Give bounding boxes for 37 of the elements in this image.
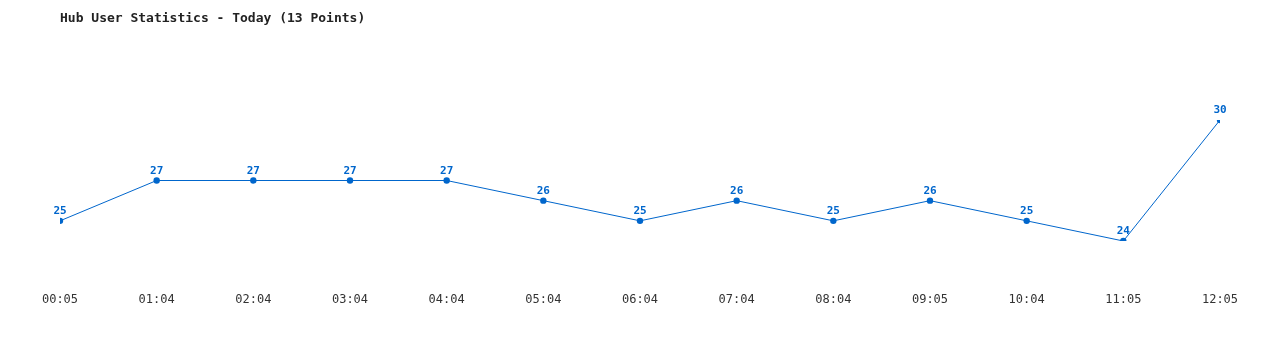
x-tick-label: 02:04 (235, 292, 272, 306)
data-label: 25 (826, 203, 840, 217)
data-label: 26 (536, 183, 551, 197)
x-tick-label: 03:04 (331, 292, 369, 306)
data-label: 25 (53, 203, 67, 217)
point (926, 197, 934, 204)
x-tick-label: 06:04 (621, 292, 659, 306)
point (250, 177, 257, 184)
x-tick-label: 11:05 (1105, 292, 1142, 306)
data-label: 26 (923, 183, 937, 197)
data-label: 27 (150, 163, 164, 177)
x-tick-label: 10:04 (1008, 292, 1045, 306)
data-label: 27 (440, 163, 454, 177)
point (830, 217, 837, 225)
x-tick-label: 04:04 (428, 292, 465, 306)
x-tick-label: 08:04 (815, 292, 852, 306)
x-tick-label: 00:05 (41, 292, 79, 306)
data-label: 24 (1116, 224, 1131, 237)
data-label: 26 (730, 183, 744, 197)
point (346, 177, 354, 184)
data-label: 27 (343, 163, 357, 177)
x-tick-label: 01:04 (138, 292, 175, 306)
point (540, 197, 547, 204)
data-label: 27 (246, 163, 260, 177)
x-tick-label: 09:05 (911, 292, 949, 306)
x-tick-label: 07:04 (718, 292, 755, 306)
x-tick-label: 12:05 (1201, 292, 1239, 306)
point (733, 197, 740, 204)
x-tick-label: 05:04 (525, 292, 562, 306)
data-label: 25 (633, 203, 647, 217)
data-label: 25 (1020, 203, 1034, 217)
chart-title: Hub User Statistics - Today (13 Points) (60, 10, 366, 25)
point (1023, 217, 1030, 225)
point (636, 217, 644, 225)
point (443, 177, 450, 184)
data-label: 30 (1213, 103, 1227, 116)
point (153, 177, 160, 184)
